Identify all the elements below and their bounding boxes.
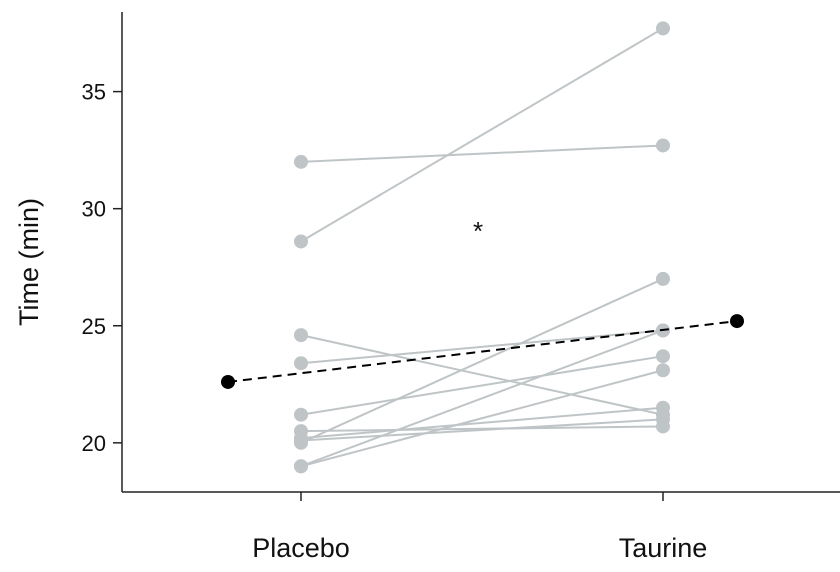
y-tick-label: 35 (82, 80, 106, 105)
individual-point (294, 154, 308, 169)
individual-point (656, 349, 670, 364)
x-category-label: Placebo (252, 533, 350, 563)
x-axis-ticks: Placebo Taurine (252, 492, 707, 563)
individual-line (300, 329, 664, 468)
individual-line (300, 278, 664, 444)
individual-line (300, 406, 664, 440)
individual-point (656, 21, 670, 36)
x-category-label: Taurine (619, 533, 708, 563)
individual-point (294, 433, 308, 448)
individual-point (656, 363, 670, 378)
individual-point (656, 138, 670, 153)
individual-line (300, 144, 664, 163)
y-tick-label: 20 (82, 431, 106, 456)
individual-line (300, 329, 664, 365)
individual-point (294, 234, 308, 249)
mean-point (730, 314, 744, 329)
significance-annotation: * (473, 216, 483, 246)
series-layer (221, 21, 744, 474)
y-tick-label: 30 (82, 197, 106, 222)
individual-point (294, 459, 308, 474)
individual-point (294, 356, 308, 371)
mean-point (221, 374, 235, 389)
y-axis-ticks: 20 25 30 35 (82, 80, 122, 456)
individual-point (656, 400, 670, 415)
individual-line (300, 355, 664, 416)
individual-line (300, 425, 664, 433)
mean-line (227, 320, 738, 383)
y-tick-label: 25 (82, 314, 106, 339)
individual-point (656, 412, 670, 427)
individual-line (300, 369, 664, 468)
individual-line (300, 27, 664, 243)
individual-point (656, 271, 670, 286)
individual-line (300, 418, 664, 442)
individual-point (294, 407, 308, 422)
individual-point (294, 328, 308, 343)
y-axis-title: Time (min) (14, 198, 44, 326)
individual-line (300, 334, 664, 416)
